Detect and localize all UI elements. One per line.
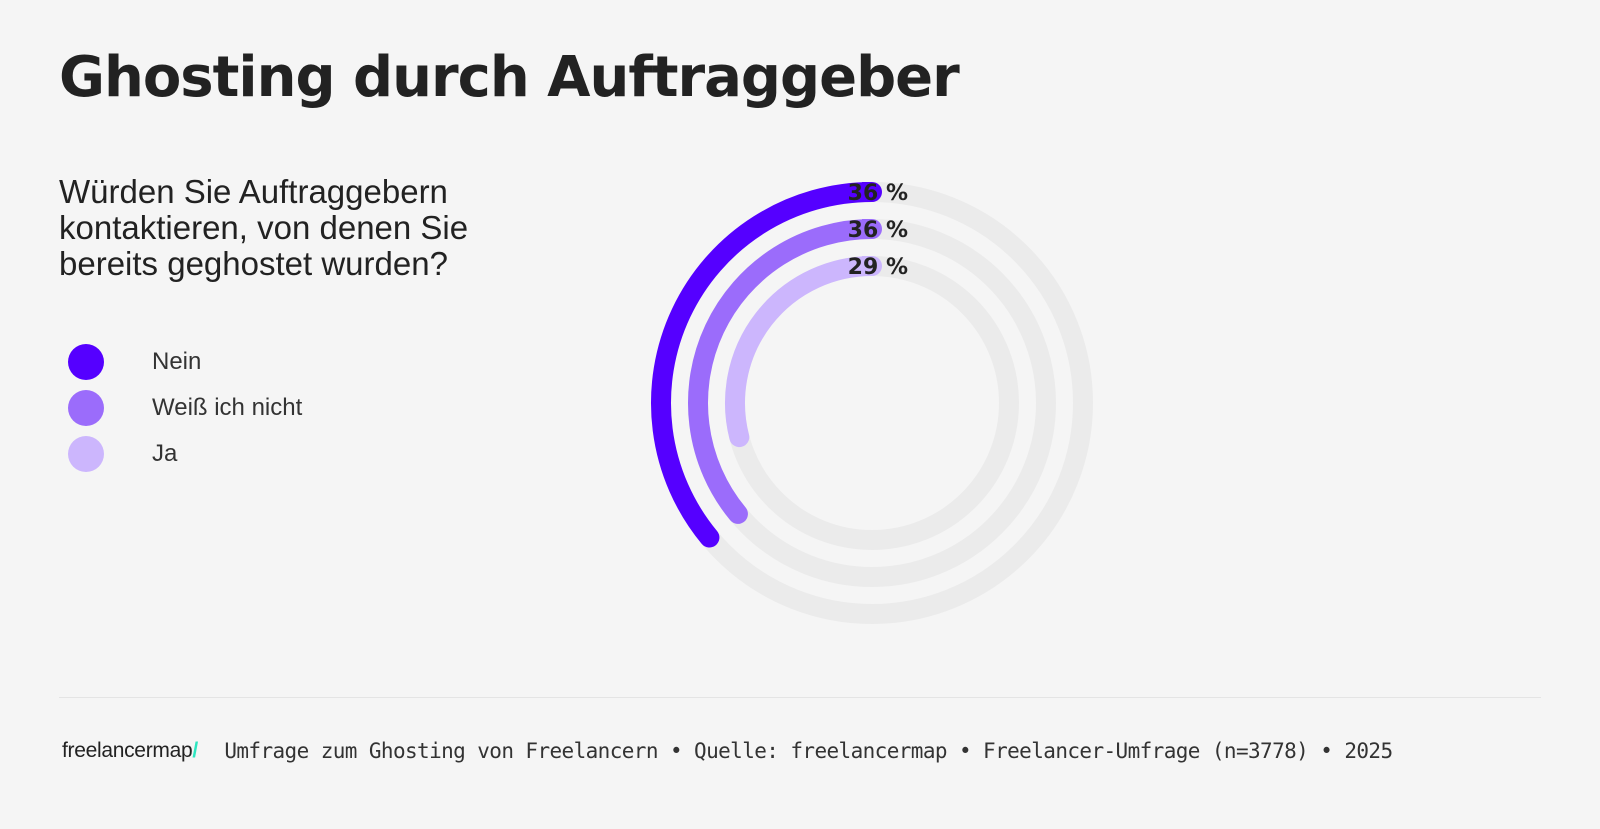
bar-arc-weiss-ich-nicht — [688, 219, 882, 524]
bar-arc-ja — [725, 256, 882, 448]
legend-swatch-weiss-ich-nicht — [68, 390, 104, 426]
bar-arc-nein — [651, 182, 882, 548]
bar-start-cap-weiss-ich-nicht — [862, 219, 872, 239]
bar-start-cap-nein — [862, 182, 872, 202]
value-label-nein: 36 % — [848, 181, 908, 206]
legend-label-ja: Ja — [152, 440, 178, 467]
radial-bar-chart: 36 % 36 % 29 % — [651, 181, 1093, 624]
value-label-ja: 29 % — [848, 255, 908, 280]
footer: freelancermap/ Umfrage zum Ghosting von … — [62, 739, 1393, 769]
logo-wordmark: freelancermap — [62, 739, 193, 762]
legend-label-nein: Nein — [152, 348, 202, 375]
legend-label-weiss-ich-nicht: Weiß ich nicht — [152, 394, 303, 421]
footer-divider — [59, 697, 1541, 698]
legend-swatch-ja — [68, 436, 104, 472]
survey-question: Würden Sie Auftraggebern kontaktieren, v… — [59, 173, 469, 282]
bar-start-cap-ja — [862, 256, 872, 276]
logo-slash-icon: / — [192, 739, 198, 762]
legend-swatch-nein — [68, 344, 104, 380]
chart-title: Ghosting durch Auftraggeber — [59, 45, 960, 110]
source-note: Umfrage zum Ghosting von Freelancern • Q… — [224, 739, 1393, 763]
freelancermap-logo: freelancermap/ — [62, 739, 198, 763]
value-label-weiss-ich-nicht: 36 % — [848, 218, 908, 243]
